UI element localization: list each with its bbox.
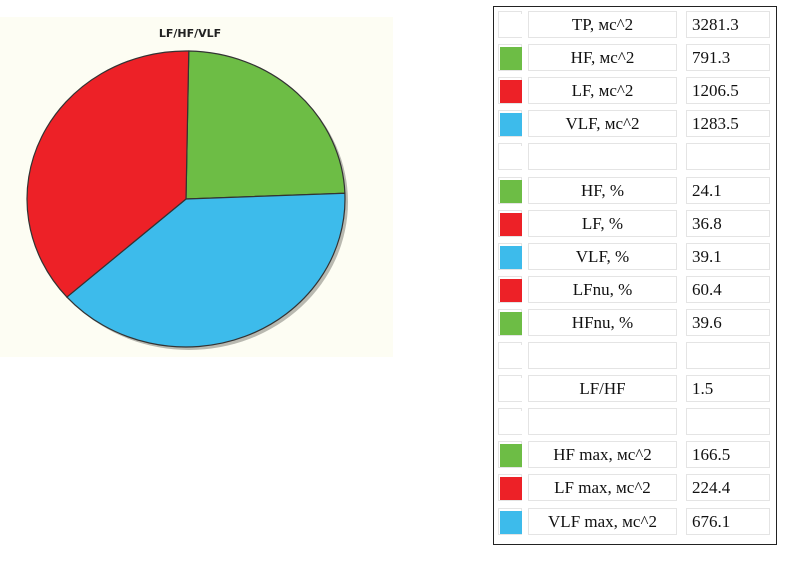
row-value	[686, 408, 770, 436]
color-swatch	[498, 342, 522, 369]
hrv-stats-table: TP, мс^2 3281.3 HF, мс^2 791.3 LF, мс^2 1206.…	[493, 6, 777, 545]
row-value: 1.5	[686, 375, 770, 403]
pie-chart-panel: LF/HF/VLF	[0, 17, 393, 357]
color-swatch	[498, 44, 522, 72]
row-value	[686, 143, 770, 171]
color-swatch-fill	[500, 510, 522, 534]
row-label: TP, мс^2	[528, 11, 677, 38]
row-value: 166.5	[686, 441, 770, 469]
color-swatch	[498, 441, 522, 469]
color-swatch-fill	[500, 477, 522, 501]
color-swatch	[498, 11, 522, 38]
row-value: 60.4	[686, 275, 770, 303]
color-swatch	[498, 209, 522, 237]
table-row: VLF, % 39.1	[494, 241, 778, 272]
row-label	[528, 408, 677, 436]
color-swatch	[498, 143, 522, 171]
row-label: VLF max, мс^2	[528, 507, 677, 535]
row-label: HF max, мс^2	[528, 441, 677, 469]
color-swatch	[498, 110, 522, 138]
table-row: LF, % 36.8	[494, 208, 778, 239]
color-swatch	[498, 176, 522, 204]
table-row: HF, мс^2 791.3	[494, 42, 778, 73]
row-value: 1283.5	[686, 110, 770, 138]
table-row: TP, мс^2 3281.3	[494, 9, 778, 40]
color-swatch	[498, 242, 522, 270]
color-swatch	[498, 77, 522, 105]
color-swatch-fill	[500, 245, 522, 269]
color-swatch-fill	[500, 444, 522, 468]
row-value: 36.8	[686, 209, 770, 237]
color-swatch-fill	[500, 146, 522, 170]
color-swatch-fill	[500, 311, 522, 335]
table-row	[494, 141, 778, 172]
row-value: 676.1	[686, 507, 770, 535]
color-swatch	[498, 474, 522, 502]
row-value	[686, 342, 770, 369]
table-row: VLF max, мс^2 676.1	[494, 506, 778, 537]
color-swatch-fill	[500, 212, 522, 236]
color-swatch-fill	[500, 345, 522, 368]
color-swatch	[498, 408, 522, 436]
row-value: 39.6	[686, 308, 770, 336]
table-row: HFnu, % 39.6	[494, 307, 778, 338]
row-label	[528, 143, 677, 171]
color-swatch	[498, 275, 522, 303]
color-swatch-fill	[500, 278, 522, 302]
row-label: VLF, %	[528, 242, 677, 270]
row-value: 1206.5	[686, 77, 770, 105]
row-label: VLF, мс^2	[528, 110, 677, 138]
color-swatch	[498, 375, 522, 403]
table-row: LF max, мс^2 224.4	[494, 472, 778, 503]
row-value: 39.1	[686, 242, 770, 270]
row-value: 791.3	[686, 44, 770, 72]
pie-chart	[26, 50, 348, 350]
row-value: 24.1	[686, 176, 770, 204]
color-swatch-fill	[500, 378, 522, 402]
row-label: LFnu, %	[528, 275, 677, 303]
chart-title: LF/HF/VLF	[158, 27, 222, 40]
row-label: LF, %	[528, 209, 677, 237]
table-row: VLF, мс^2 1283.5	[494, 108, 778, 139]
pie-slice-hf	[185, 50, 346, 200]
table-row: LFnu, % 60.4	[494, 274, 778, 305]
color-swatch-fill	[500, 14, 522, 37]
table-row: HF, % 24.1	[494, 175, 778, 206]
color-swatch-fill	[500, 179, 522, 203]
table-row: HF max, мс^2 166.5	[494, 439, 778, 470]
row-label: HF, мс^2	[528, 44, 677, 72]
color-swatch-fill	[500, 80, 522, 104]
row-label: LF, мс^2	[528, 77, 677, 105]
color-swatch	[498, 507, 522, 535]
color-swatch	[498, 308, 522, 336]
row-value: 3281.3	[686, 11, 770, 38]
row-label: LF max, мс^2	[528, 474, 677, 502]
row-label: HFnu, %	[528, 308, 677, 336]
row-label	[528, 342, 677, 369]
color-swatch-fill	[500, 411, 522, 435]
row-value: 224.4	[686, 474, 770, 502]
pie-slice-vlf	[65, 192, 346, 348]
table-row: LF, мс^2 1206.5	[494, 75, 778, 106]
table-row: LF/HF 1.5	[494, 373, 778, 404]
row-label: HF, %	[528, 176, 677, 204]
table-row	[494, 340, 778, 371]
color-swatch-fill	[500, 47, 522, 71]
color-swatch-fill	[500, 113, 522, 137]
table-row	[494, 406, 778, 437]
row-label: LF/HF	[528, 375, 677, 403]
pie-slice-lf	[26, 50, 190, 298]
